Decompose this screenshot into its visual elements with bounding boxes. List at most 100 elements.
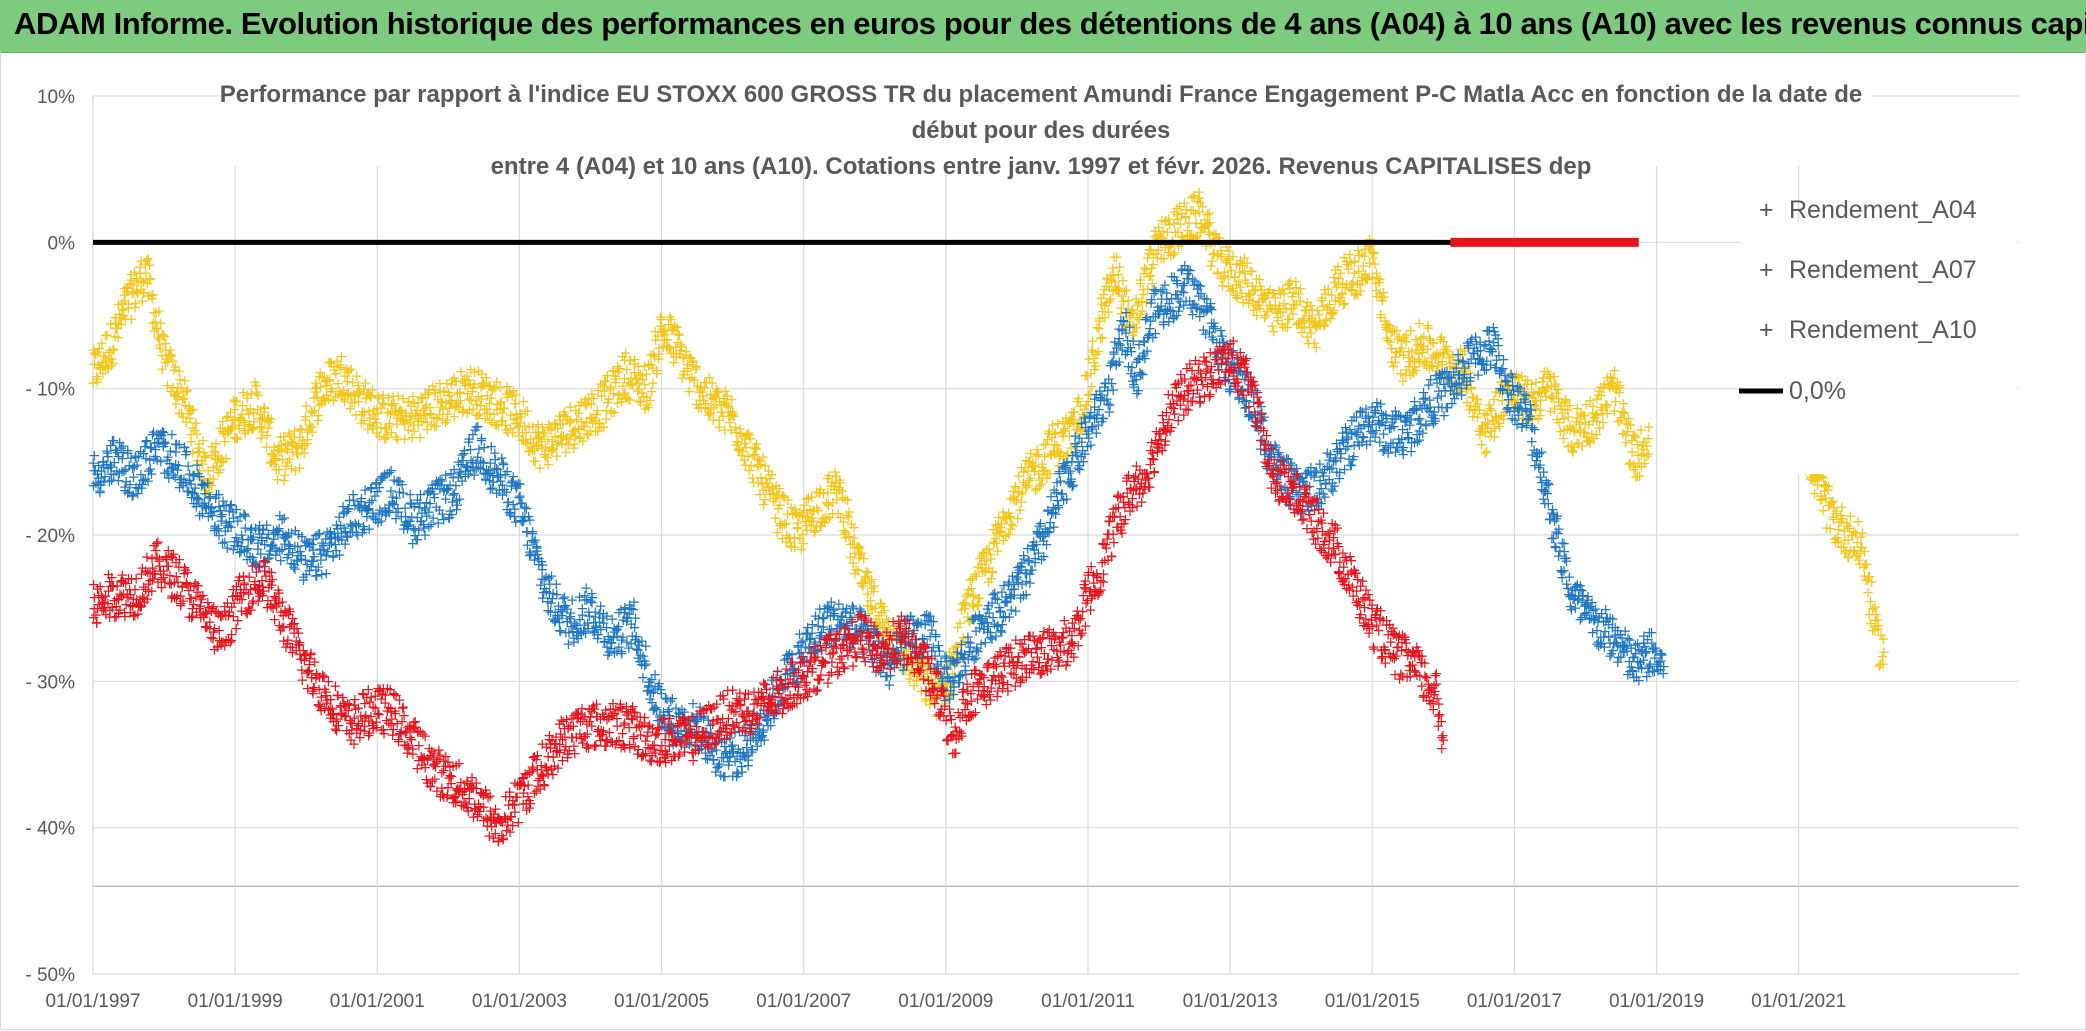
data-point: +	[136, 292, 149, 310]
data-point: +	[105, 357, 118, 375]
data-point: +	[116, 300, 129, 318]
data-point: +	[91, 370, 104, 388]
data-point: +	[118, 286, 131, 304]
data-point: +	[102, 359, 115, 377]
data-point: +	[128, 263, 141, 281]
data-point: +	[1525, 401, 1538, 419]
data-point: +	[112, 314, 125, 332]
data-point: +	[114, 309, 127, 327]
data-point: +	[91, 343, 104, 361]
data-point: +	[130, 282, 143, 300]
data-point: +	[121, 278, 134, 296]
x-tick-label: 01/01/2003	[472, 991, 567, 1012]
data-point: +	[115, 315, 128, 333]
data-point: +	[119, 292, 132, 310]
data-point: +	[147, 314, 160, 332]
data-point: +	[629, 609, 642, 627]
data-point: +	[112, 328, 125, 346]
data-point: +	[126, 284, 139, 302]
data-point: +	[162, 352, 175, 370]
y-tick-label: - 50%	[25, 965, 75, 986]
data-point: +	[141, 251, 154, 269]
x-tick-label: 01/01/2001	[330, 991, 425, 1012]
data-point: +	[116, 294, 129, 312]
data-point: +	[99, 348, 112, 366]
data-point: +	[1528, 420, 1541, 438]
data-point: +	[90, 346, 103, 364]
data-point: +	[104, 341, 117, 359]
data-point: +	[265, 410, 278, 428]
data-point: +	[134, 265, 147, 283]
x-tick-label: 01/01/2007	[756, 991, 851, 1012]
data-point: +	[144, 270, 157, 288]
data-point: +	[1310, 338, 1323, 356]
y-tick-label: 10%	[37, 87, 75, 108]
data-point: +	[87, 374, 100, 392]
data-point: +	[1535, 443, 1548, 461]
data-point: +	[1642, 445, 1655, 463]
data-point: +	[135, 280, 148, 298]
data-point: +	[161, 350, 174, 368]
data-point: +	[137, 284, 150, 302]
y-tick-label: - 10%	[25, 380, 75, 401]
data-point: +	[88, 341, 101, 359]
data-point: +	[105, 350, 118, 368]
data-point: +	[163, 346, 176, 364]
data-point: +	[96, 334, 109, 352]
data-point: +	[111, 320, 124, 338]
data-point: +	[97, 347, 110, 365]
data-point: +	[117, 301, 130, 319]
data-point: +	[103, 349, 116, 367]
y-tick-label: - 20%	[25, 526, 75, 547]
data-point: +	[1378, 288, 1391, 306]
x-tick-label: 01/01/2013	[1183, 991, 1278, 1012]
y-tick-label: - 30%	[25, 672, 75, 693]
data-point: +	[131, 283, 144, 301]
data-point: +	[88, 355, 101, 373]
data-point: +	[112, 296, 125, 314]
data-point: +	[93, 340, 106, 358]
data-point: +	[119, 310, 132, 328]
data-point: +	[146, 290, 159, 308]
data-point: +	[131, 284, 144, 302]
data-point: +	[124, 274, 137, 292]
data-point: +	[99, 327, 112, 345]
data-point: +	[93, 356, 106, 374]
data-point: +	[320, 564, 333, 582]
data-point: +	[121, 279, 134, 297]
banner-title: ADAM Informe. Evolution historique des p…	[14, 6, 2086, 42]
data-point: +	[125, 310, 138, 328]
data-point: +	[1643, 418, 1656, 436]
data-point: +	[125, 271, 138, 289]
data-point: +	[1132, 382, 1145, 400]
data-point: +	[159, 353, 172, 371]
data-point: +	[132, 273, 145, 291]
data-point: +	[127, 276, 140, 294]
data-point: +	[107, 340, 120, 358]
data-point: +	[135, 252, 148, 270]
y-axis-ticks: 10%0%- 10%- 20%- 30%- 40%- 50%	[25, 87, 75, 986]
x-tick-label: 01/01/2019	[1609, 991, 1704, 1012]
data-point: +	[158, 327, 171, 345]
data-point: +	[147, 285, 160, 303]
data-point: +	[104, 315, 117, 333]
data-point: +	[148, 322, 161, 340]
data-point: +	[164, 346, 177, 364]
data-point: +	[99, 358, 112, 376]
data-point: +	[159, 341, 172, 359]
data-point: +	[110, 319, 123, 337]
data-point: +	[118, 279, 131, 297]
data-point: +	[138, 283, 151, 301]
data-point: +	[164, 341, 177, 359]
data-point: +	[1107, 381, 1120, 399]
data-point: +	[140, 270, 153, 288]
data-point: +	[108, 341, 121, 359]
data-point: +	[135, 272, 148, 290]
data-point: +	[162, 347, 175, 365]
data-point: +	[164, 383, 177, 401]
data-point: +	[117, 306, 130, 324]
data-point: +	[140, 264, 153, 282]
data-point: +	[154, 314, 167, 332]
data-point: +	[128, 284, 141, 302]
x-tick-label: 01/01/2005	[614, 991, 709, 1012]
